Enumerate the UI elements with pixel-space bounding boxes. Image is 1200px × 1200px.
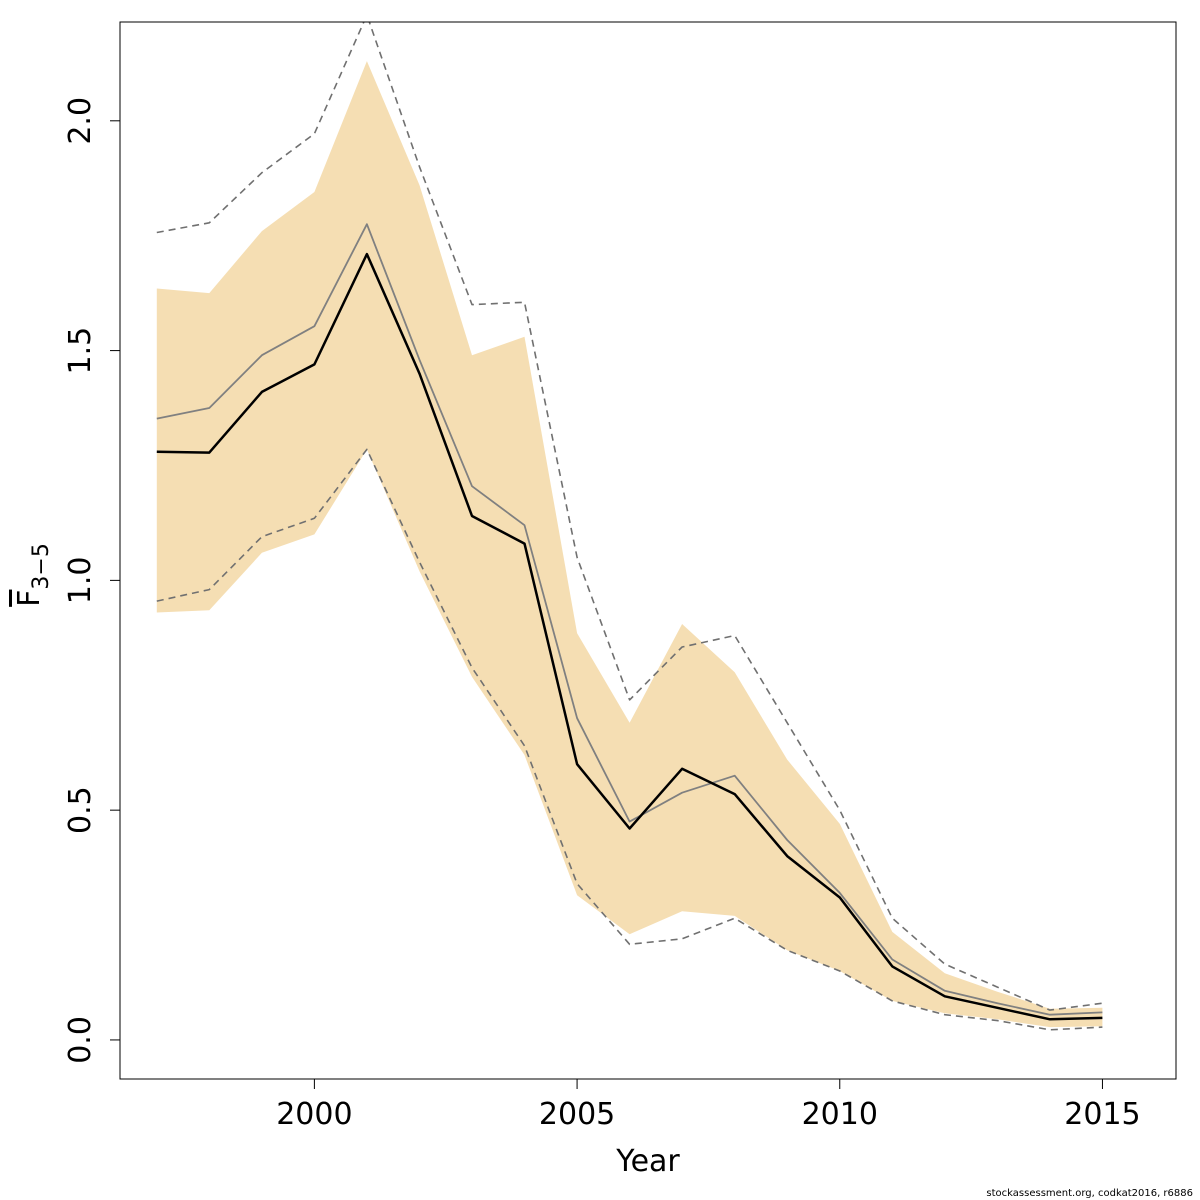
y-tick-label-0.0: 0.0 — [63, 1016, 98, 1064]
svg-text:F3−5: F3−5 — [12, 543, 54, 607]
x-tick-label-2010: 2010 — [802, 1097, 878, 1132]
confidence-band — [156, 61, 1103, 1028]
plot-area — [156, 22, 1103, 1031]
y-tick-label-0.5: 0.5 — [63, 786, 98, 834]
svg-text:2.0: 2.0 — [63, 97, 98, 145]
svg-text:1.0: 1.0 — [63, 557, 98, 605]
y-axis-title: F3−5 — [12, 543, 54, 607]
x-axis: 2000 2005 2010 2015 — [276, 1079, 1141, 1132]
x-axis-title: Year — [615, 1144, 680, 1179]
x-tick-label-2015: 2015 — [1064, 1097, 1140, 1132]
reference-line — [156, 223, 1103, 1016]
y-tick-label-1.5: 1.5 — [63, 327, 98, 375]
x-tick-label-2005: 2005 — [539, 1097, 615, 1132]
lower-bound-line — [156, 448, 1103, 1031]
y-axis: 0.0 0.5 1.0 1.5 2.0 — [63, 97, 120, 1064]
svg-text:0.5: 0.5 — [63, 786, 98, 834]
upper-bound-line — [156, 22, 1103, 1011]
y-axis-title-sub: 3−5 — [29, 543, 54, 589]
y-tick-label-2.0: 2.0 — [63, 97, 98, 145]
x-tick-label-2000: 2000 — [276, 1097, 352, 1132]
y-tick-label-1.0: 1.0 — [63, 557, 98, 605]
estimate-line — [156, 252, 1103, 1021]
svg-text:1.5: 1.5 — [63, 327, 98, 375]
plot-frame — [119, 21, 1177, 1080]
footer-note: stockassessment.org, codkat2016, r6886 — [986, 1188, 1193, 1199]
svg-text:0.0: 0.0 — [63, 1016, 98, 1064]
y-axis-title-main: F — [12, 590, 47, 607]
